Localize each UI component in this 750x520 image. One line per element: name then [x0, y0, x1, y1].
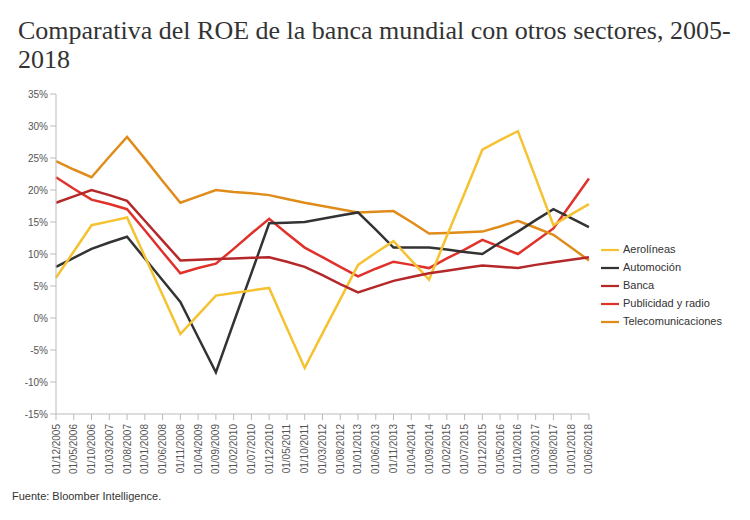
- svg-text:01/11/2008: 01/11/2008: [175, 424, 186, 474]
- svg-text:01/04/2014: 01/04/2014: [406, 424, 417, 474]
- svg-text:01/01/2013: 01/01/2013: [352, 424, 363, 474]
- svg-text:01/05/2011: 01/05/2011: [281, 424, 292, 474]
- svg-text:01/06/2013: 01/06/2013: [370, 424, 381, 474]
- svg-text:01/05/2006: 01/05/2006: [68, 424, 79, 474]
- html-text:Comparativa del ROE de la banc: Comparativa del ROE de la banca mundial …: [18, 16, 731, 74]
- svg-text:15%: 15%: [28, 217, 48, 228]
- svg-text:01/08/2012: 01/08/2012: [335, 424, 346, 474]
- svg-text:-10%: -10%: [25, 377, 48, 388]
- svg-text:01/11/2013: 01/11/2013: [388, 424, 399, 474]
- svg-text:01/01/2018: 01/01/2018: [566, 424, 577, 474]
- svg-text:01/04/2009: 01/04/2009: [193, 424, 204, 474]
- svg-text:01/10/2006: 01/10/2006: [86, 424, 97, 474]
- svg-text:-15%: -15%: [25, 409, 48, 420]
- svg-text:10%: 10%: [28, 249, 48, 260]
- svg-text:01/08/2017: 01/08/2017: [548, 424, 559, 474]
- svg-text:01/03/2012: 01/03/2012: [317, 424, 328, 474]
- svg-text:01/02/2015: 01/02/2015: [441, 424, 452, 474]
- svg-text:01/06/2008: 01/06/2008: [157, 424, 168, 474]
- svg-text:01/10/2011: 01/10/2011: [299, 424, 310, 474]
- svg-text:25%: 25%: [28, 153, 48, 164]
- svg-text:01/10/2016: 01/10/2016: [512, 424, 523, 474]
- svg-text:01/05/2016: 01/05/2016: [495, 424, 506, 474]
- html-text:Banca: Banca: [622, 278, 655, 291]
- svg-text:35%: 35%: [28, 89, 48, 100]
- svg-text:01/07/2010: 01/07/2010: [246, 424, 257, 474]
- svg-text:20%: 20%: [28, 185, 48, 196]
- html-text:Aerolíneas: Aerolíneas: [622, 242, 676, 255]
- svg-text:01/07/2015: 01/07/2015: [459, 424, 470, 474]
- svg-text:5%: 5%: [34, 281, 49, 292]
- svg-text:0%: 0%: [34, 313, 49, 324]
- html-text:Automoción: Automoción: [622, 260, 681, 273]
- svg-text:01/12/2010: 01/12/2010: [264, 424, 275, 474]
- svg-text:01/02/2010: 01/02/2010: [228, 424, 239, 474]
- svg-text:-5%: -5%: [30, 345, 48, 356]
- html-text:Telecomunicaciones: Telecomunicaciones: [622, 314, 722, 327]
- svg-text:01/06/2018: 01/06/2018: [583, 424, 594, 474]
- svg-text:01/08/2007: 01/08/2007: [122, 424, 133, 474]
- svg-text:01/01/2008: 01/01/2008: [139, 424, 150, 474]
- svg-text:30%: 30%: [28, 121, 48, 132]
- svg-text:01/12/2015: 01/12/2015: [477, 424, 488, 474]
- svg-text:01/09/2014: 01/09/2014: [424, 424, 435, 474]
- html-text:Fuente: Bloomber Intelligence.: Fuente: Bloomber Intelligence.: [12, 490, 162, 502]
- svg-text:01/03/2007: 01/03/2007: [104, 424, 115, 474]
- svg-text:01/09/2009: 01/09/2009: [210, 424, 221, 474]
- svg-text:01/03/2017: 01/03/2017: [530, 424, 541, 474]
- html-text:Publicidad y radio: Publicidad y radio: [622, 296, 710, 309]
- svg-text:01/12/2005: 01/12/2005: [51, 424, 62, 474]
